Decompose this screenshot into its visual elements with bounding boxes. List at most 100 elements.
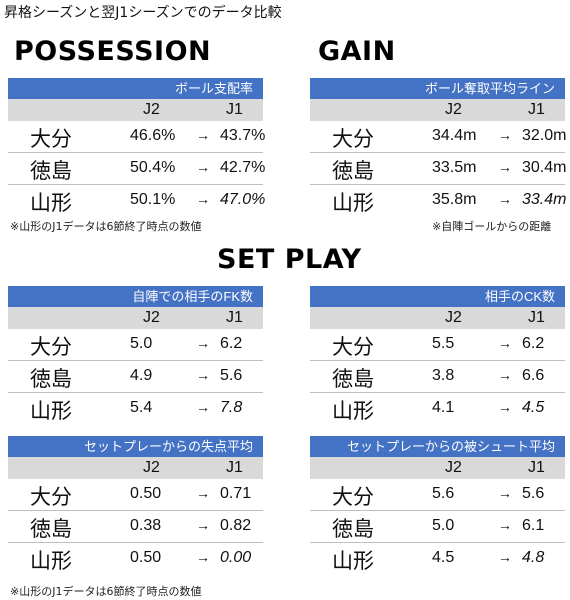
value-j1: 47.0% xyxy=(220,191,266,208)
value-j2: 5.0 xyxy=(130,335,153,352)
panel-column-header: J2 J1 xyxy=(8,457,263,479)
value-j1: 6.2 xyxy=(522,335,545,352)
team-name: 山形 xyxy=(30,191,72,215)
table-row: 山形 4.5 → 4.8 xyxy=(310,543,565,574)
column-header-j1: J1 xyxy=(528,309,545,326)
column-header-j2: J2 xyxy=(445,101,462,118)
value-j1: 33.4m xyxy=(522,191,567,208)
table-row: 大分 46.6% → 43.7% xyxy=(8,121,266,153)
note-gain-distance: ※自陣ゴールからの距離 xyxy=(432,220,552,233)
panel-column-header: J2 J1 xyxy=(310,457,565,479)
value-j1: 0.00 xyxy=(220,549,252,566)
arrow-icon: → xyxy=(196,399,210,415)
team-name: 山形 xyxy=(332,399,374,423)
arrow-icon: → xyxy=(196,367,210,383)
team-name: 大分 xyxy=(30,127,72,151)
arrow-icon: → xyxy=(498,159,512,175)
team-name: 山形 xyxy=(30,399,72,423)
panel-column-header: J2 J1 xyxy=(310,307,565,329)
column-header-j1: J1 xyxy=(226,101,243,118)
panel-title: 相手のCK数 xyxy=(310,286,565,307)
panel-column-header: J2 J1 xyxy=(8,99,263,121)
arrow-icon: → xyxy=(196,517,210,533)
value-j2: 5.5 xyxy=(432,335,455,352)
value-j1: 6.1 xyxy=(522,517,545,534)
panel-ck-conceded: 相手のCK数 J2 J1 大分 5.5 → 6.2 徳島 3.8 → 6.6 山形 4.1 → 4.5 xyxy=(310,286,565,424)
table-row: 大分 5.0 → 6.2 xyxy=(8,329,263,361)
table-row: 大分 0.50 → 0.71 xyxy=(8,479,263,511)
team-name: 山形 xyxy=(332,191,374,215)
page-title: 昇格シーズンと翌J1シーズンでのデータ比較 xyxy=(4,5,282,21)
table-row: 徳島 33.5m → 30.4m xyxy=(310,153,567,185)
column-header-j1: J1 xyxy=(528,459,545,476)
note-yamagata-bottom: ※山形のJ1データは6節終了時点の数値 xyxy=(10,585,202,598)
value-j2: 5.6 xyxy=(432,485,455,502)
arrow-icon: → xyxy=(498,191,512,207)
column-header-j1: J1 xyxy=(226,459,243,476)
panel-setplay-goals-against: セットプレーからの失点平均 J2 J1 大分 0.50 → 0.71 徳島 0.38 → 0.82 山… xyxy=(8,436,263,574)
value-j1: 7.8 xyxy=(220,399,243,416)
table-row: 山形 4.1 → 4.5 xyxy=(310,393,565,424)
table-row: 大分 34.4m → 32.0m xyxy=(310,121,567,153)
value-j2: 33.5m xyxy=(432,159,477,176)
value-j1: 42.7% xyxy=(220,159,266,176)
table-row: 山形 0.50 → 0.00 xyxy=(8,543,263,574)
table-row: 徳島 0.38 → 0.82 xyxy=(8,511,263,543)
value-j2: 4.9 xyxy=(130,367,153,384)
arrow-icon: → xyxy=(498,127,512,143)
value-j2: 50.4% xyxy=(130,159,176,176)
arrow-icon: → xyxy=(196,485,210,501)
section-heading-gain: GAIN xyxy=(318,36,396,67)
value-j1: 5.6 xyxy=(220,367,243,384)
arrow-icon: → xyxy=(196,159,210,175)
arrow-icon: → xyxy=(498,485,512,501)
value-j2: 4.1 xyxy=(432,399,455,416)
value-j1: 4.5 xyxy=(522,399,545,416)
team-name: 大分 xyxy=(30,335,72,359)
arrow-icon: → xyxy=(196,127,210,143)
value-j1: 5.6 xyxy=(522,485,545,502)
column-header-j2: J2 xyxy=(143,459,160,476)
column-header-j1: J1 xyxy=(528,101,545,118)
column-header-j2: J2 xyxy=(445,459,462,476)
panel-title: セットプレーからの被シュート平均 xyxy=(310,436,565,457)
table-row: 山形 35.8m → 33.4m xyxy=(310,185,567,216)
table-row: 徳島 4.9 → 5.6 xyxy=(8,361,263,393)
value-j1: 0.71 xyxy=(220,485,252,502)
value-j1: 4.8 xyxy=(522,549,545,566)
panel-title: セットプレーからの失点平均 xyxy=(8,436,263,457)
value-j2: 0.50 xyxy=(130,485,162,502)
value-j2: 0.50 xyxy=(130,549,162,566)
arrow-icon: → xyxy=(196,191,210,207)
panel-title: ボール奪取平均ライン xyxy=(310,78,565,99)
value-j2: 50.1% xyxy=(130,191,176,208)
value-j2: 34.4m xyxy=(432,127,477,144)
team-name: 大分 xyxy=(332,485,374,509)
panel-possession: ボール支配率 J2 J1 大分 46.6% → 43.7% 徳島 50.4% → 42.7% 山形 50… xyxy=(8,78,266,216)
value-j1: 43.7% xyxy=(220,127,266,144)
panel-fk-conceded: 自陣での相手のFK数 J2 J1 大分 5.0 → 6.2 徳島 4.9 → 5.6 山形 5.4 → 7.… xyxy=(8,286,263,424)
table-row: 徳島 50.4% → 42.7% xyxy=(8,153,266,185)
value-j1: 0.82 xyxy=(220,517,252,534)
panel-column-header: J2 J1 xyxy=(8,307,263,329)
value-j1: 32.0m xyxy=(522,127,567,144)
note-yamagata-top: ※山形のJ1データは6節終了時点の数値 xyxy=(10,220,202,233)
value-j1: 6.6 xyxy=(522,367,545,384)
column-header-j2: J2 xyxy=(143,101,160,118)
value-j1: 30.4m xyxy=(522,159,567,176)
value-j2: 3.8 xyxy=(432,367,455,384)
table-row: 大分 5.5 → 6.2 xyxy=(310,329,565,361)
arrow-icon: → xyxy=(498,335,512,351)
table-row: 大分 5.6 → 5.6 xyxy=(310,479,565,511)
team-name: 山形 xyxy=(30,549,72,573)
team-name: 徳島 xyxy=(332,159,374,183)
team-name: 大分 xyxy=(30,485,72,509)
table-row: 徳島 3.8 → 6.6 xyxy=(310,361,565,393)
value-j2: 4.5 xyxy=(432,549,455,566)
value-j1: 6.2 xyxy=(220,335,243,352)
arrow-icon: → xyxy=(196,335,210,351)
table-row: 山形 5.4 → 7.8 xyxy=(8,393,263,424)
section-heading-set-play: SET PLAY xyxy=(217,244,362,275)
panel-gain: ボール奪取平均ライン J2 J1 大分 34.4m → 32.0m 徳島 33.5m → 30.4m… xyxy=(310,78,567,216)
team-name: 徳島 xyxy=(332,517,374,541)
